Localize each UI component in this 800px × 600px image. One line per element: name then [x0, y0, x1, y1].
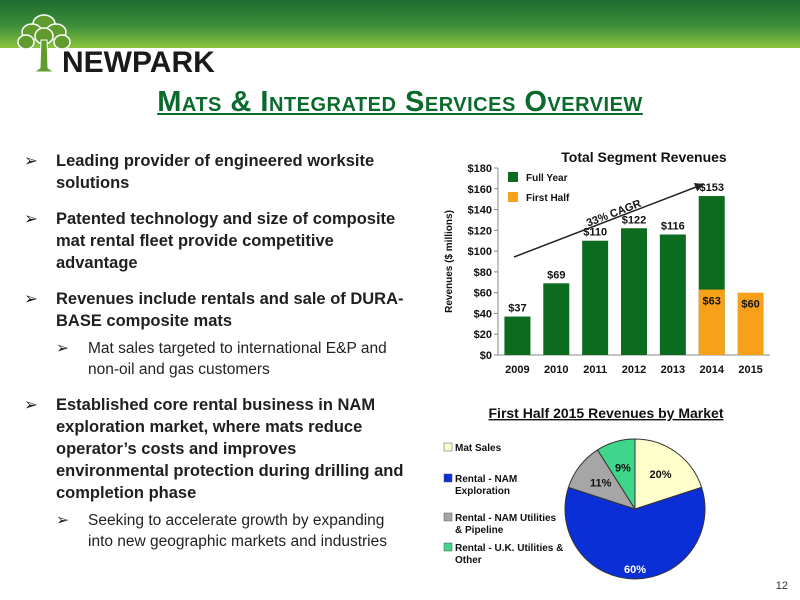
pie-slice	[564, 486, 706, 580]
data-label: $110	[583, 227, 607, 239]
arrow-bullet-icon: ➢	[24, 152, 38, 170]
pie-chart: First Half 2015 Revenues by Market 20% 60%…	[443, 405, 724, 580]
bar-full-year	[504, 316, 531, 355]
x-tick-label: 2010	[544, 364, 568, 376]
sub-bullet-text: Seeking to accelerate growth by expandin…	[88, 512, 387, 550]
y-axis-label: Revenues ($ millions)	[444, 210, 455, 313]
data-label: $60	[741, 299, 759, 311]
bullet-item: ➢ Established core rental business in NAM…	[24, 394, 404, 552]
pie-data-label: 60%	[624, 564, 646, 576]
x-tick-label: 2015	[738, 364, 762, 376]
arrow-bullet-icon: ➢	[56, 512, 69, 529]
legend-label: Rental - U.K. Utilities & Other	[455, 543, 563, 566]
bullet-item: ➢ Revenues include rentals and sale of DU…	[24, 288, 404, 380]
y-tick-label: $100	[468, 246, 492, 258]
legend-label: Rental - NAM Utilities & Pipeline	[455, 513, 557, 536]
bar-full-year	[543, 283, 570, 355]
bullet-text: Leading provider of engineered worksite …	[56, 152, 375, 192]
arrow-bullet-icon: ➢	[24, 290, 38, 308]
data-label: $116	[661, 220, 685, 232]
bar-first-half	[698, 289, 725, 355]
sub-bullet-item: ➢ Mat sales targeted to international E&P…	[56, 338, 404, 380]
pie-data-label: 9%	[615, 462, 631, 474]
bullet-item: ➢ Leading provider of engineered worksite…	[24, 150, 404, 194]
bar-chart-title: Total Segment Revenues	[561, 149, 727, 165]
newpark-tree-icon	[17, 14, 71, 73]
bullet-list: ➢ Leading provider of engineered worksite…	[24, 150, 404, 566]
bullet-item: ➢ Patented technology and size of composi…	[24, 208, 404, 274]
x-tick-label: 2014	[699, 364, 724, 376]
sub-bullet-item: ➢ Seeking to accelerate growth by expandi…	[56, 510, 404, 552]
page-title: Mats & Integrated Services Overview	[157, 86, 643, 118]
pie-chart-title: First Half 2015 Revenues by Market	[489, 405, 724, 421]
y-tick-label: $120	[468, 225, 492, 237]
y-tick-label: $180	[468, 163, 492, 175]
x-tick-label: 2013	[661, 364, 685, 376]
data-label: $122	[622, 214, 646, 226]
legend-swatch	[443, 542, 453, 552]
y-tick-label: $60	[474, 288, 492, 300]
x-tick-label: 2011	[583, 364, 607, 376]
arrow-bullet-icon: ➢	[56, 340, 69, 357]
legend-label: Rental - NAM Exploration	[455, 474, 517, 497]
legend-swatch	[443, 473, 453, 483]
data-label: $69	[547, 269, 565, 281]
y-tick-label: $40	[474, 308, 492, 320]
x-tick-label: 2012	[622, 364, 646, 376]
y-tick-label: $140	[468, 205, 492, 217]
arrow-bullet-icon: ➢	[24, 210, 38, 228]
cagr-arrow	[513, 183, 705, 258]
pie-slice	[634, 438, 703, 510]
legend-swatch	[508, 172, 518, 182]
y-tick-label: $20	[474, 329, 492, 341]
bullet-text: Established core rental business in NAM …	[56, 396, 404, 502]
bar-chart: Total Segment Revenues $0 $20 $40 $60 $80 $100…	[444, 149, 770, 376]
pie-data-label: 11%	[590, 477, 612, 489]
pie-data-label: 20%	[649, 469, 671, 481]
legend-swatch	[508, 192, 518, 202]
brand-name: NEWPARK	[62, 46, 215, 79]
header-band	[0, 0, 800, 48]
data-label: $63	[703, 296, 721, 308]
y-tick-label: $80	[474, 267, 492, 279]
legend-swatch	[443, 512, 453, 522]
y-tick-label: $0	[480, 350, 492, 362]
data-label: $153	[699, 182, 723, 194]
sub-bullet-text: Mat sales targeted to international E&P …	[88, 340, 387, 378]
pie-slice	[596, 438, 636, 511]
bar-full-year	[621, 228, 647, 355]
arrow-bullet-icon: ➢	[24, 396, 38, 414]
slide-number: 12	[775, 580, 788, 592]
x-tick-label: 2009	[505, 364, 529, 376]
bullet-text: Revenues include rentals and sale of DUR…	[56, 290, 404, 330]
bar-full-year	[582, 240, 609, 355]
legend-label: Full Year	[526, 173, 568, 184]
legend-label: Mat Sales	[455, 443, 502, 454]
y-tick-label: $160	[468, 184, 492, 196]
legend-swatch	[443, 442, 453, 452]
bar-full-year	[659, 234, 686, 355]
bar-first-half	[737, 292, 764, 355]
bullet-text: Patented technology and size of composit…	[56, 210, 396, 272]
legend-label: First Half	[526, 193, 570, 204]
data-label: $37	[508, 303, 526, 315]
